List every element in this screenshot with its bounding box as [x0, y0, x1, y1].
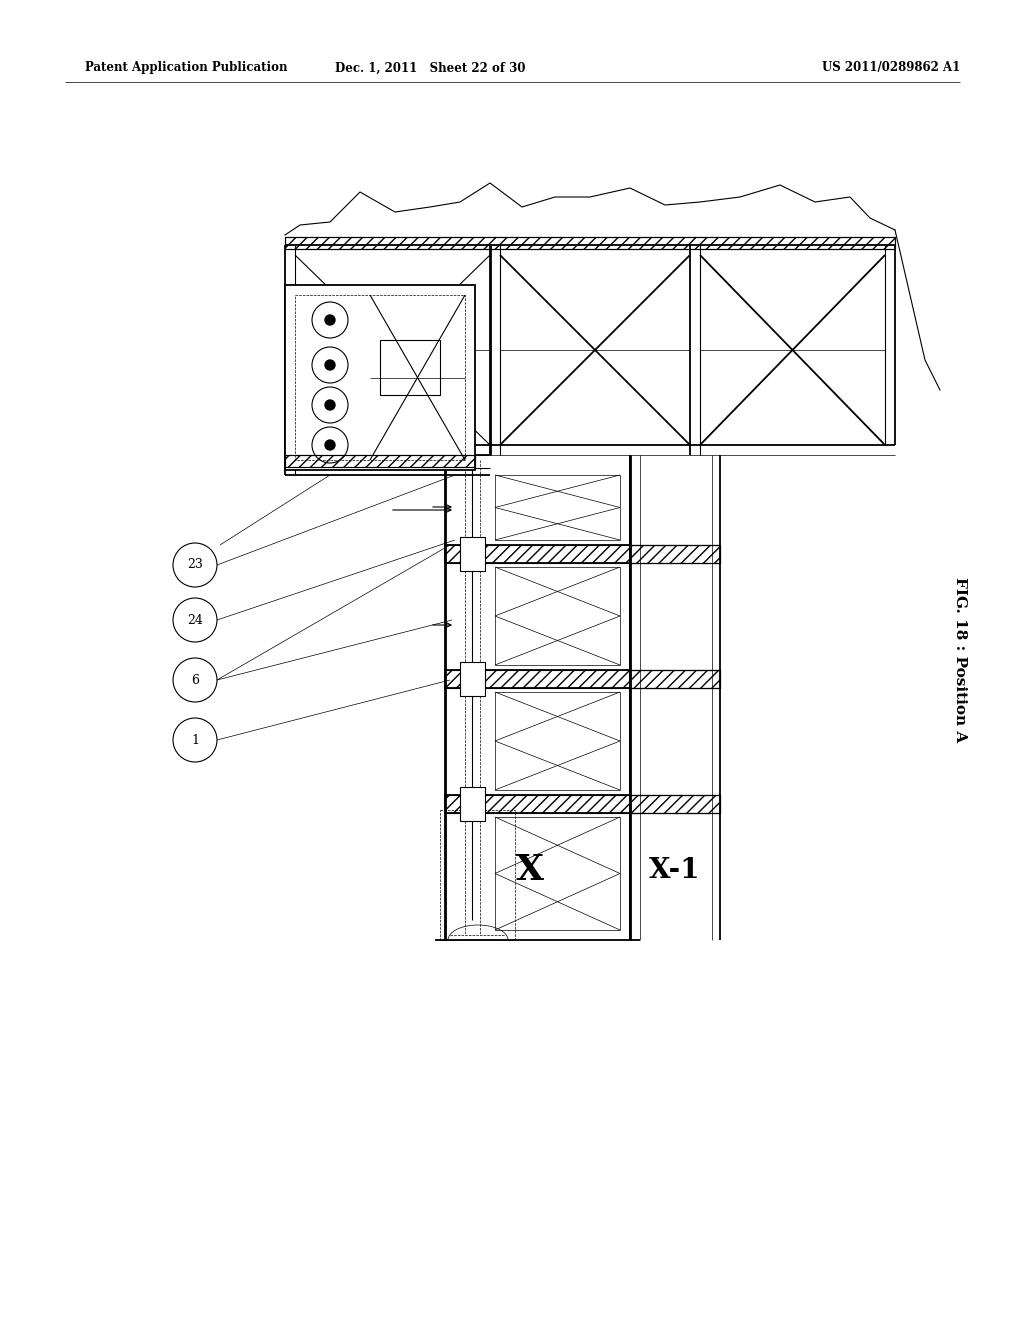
Bar [460, 537, 485, 572]
Bar [285, 285, 475, 470]
Bar [380, 341, 440, 395]
Bar [285, 238, 895, 249]
Text: 1: 1 [191, 734, 199, 747]
Text: 24: 24 [187, 614, 203, 627]
Circle shape [325, 315, 335, 325]
Text: US 2011/0289862 A1: US 2011/0289862 A1 [821, 62, 961, 74]
Circle shape [325, 440, 335, 450]
Circle shape [325, 400, 335, 411]
Bar [630, 671, 720, 688]
Bar [285, 455, 475, 467]
Bar [460, 787, 485, 821]
Text: Patent Application Publication: Patent Application Publication [85, 62, 288, 74]
Bar [440, 810, 515, 940]
Bar [630, 545, 720, 564]
Text: Dec. 1, 2011   Sheet 22 of 30: Dec. 1, 2011 Sheet 22 of 30 [335, 62, 525, 74]
Bar [445, 545, 630, 564]
Text: 6: 6 [191, 673, 199, 686]
Bar [445, 795, 630, 813]
Text: 23: 23 [187, 558, 203, 572]
Text: X-1: X-1 [649, 857, 700, 883]
Text: FIG. 18 : Position A: FIG. 18 : Position A [953, 577, 967, 743]
Text: X: X [516, 853, 544, 887]
Bar [630, 671, 720, 688]
Bar [295, 294, 465, 459]
Bar [285, 455, 475, 467]
Bar [630, 795, 720, 813]
Bar [460, 663, 485, 696]
Bar [445, 545, 630, 564]
Circle shape [325, 360, 335, 370]
Bar [445, 671, 630, 688]
Bar [445, 671, 630, 688]
Bar [630, 545, 720, 564]
Bar [285, 238, 895, 249]
Bar [445, 795, 630, 813]
Bar [630, 795, 720, 813]
